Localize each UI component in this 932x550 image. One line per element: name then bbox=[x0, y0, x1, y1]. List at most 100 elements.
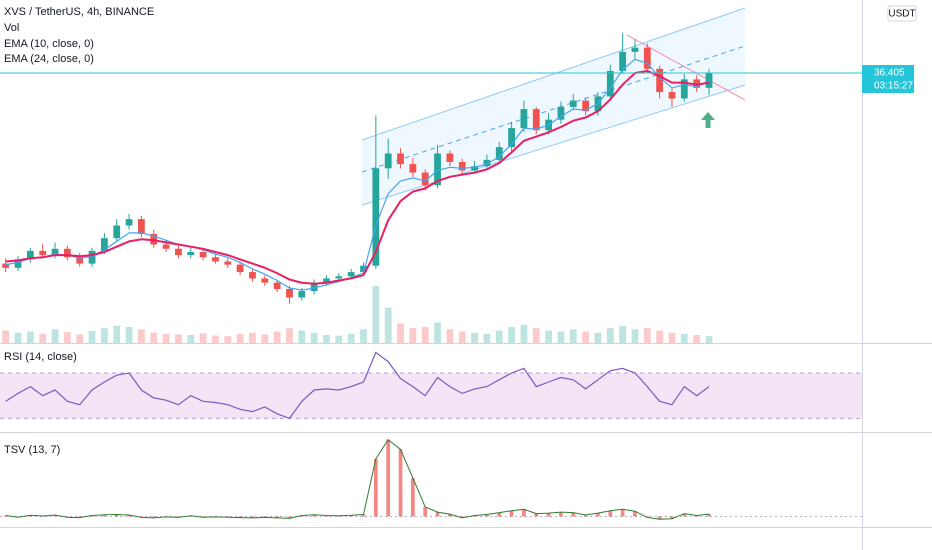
candle-body bbox=[421, 172, 429, 186]
tsv-bar bbox=[77, 516, 82, 518]
tsv-bar bbox=[509, 510, 514, 517]
volume-bar bbox=[76, 334, 84, 343]
volume-bar bbox=[705, 336, 713, 343]
ema-line bbox=[5, 69, 710, 285]
volume-bar bbox=[138, 329, 145, 343]
tsv-bar bbox=[127, 515, 131, 517]
tsv-bar bbox=[657, 516, 662, 520]
volume-bar bbox=[150, 332, 158, 343]
tsv-bar bbox=[398, 449, 403, 517]
chart-title: XVS / TetherUS, 4h, BINANCE bbox=[4, 6, 154, 18]
currency-label[interactable]: USDT bbox=[888, 9, 915, 20]
candle-body bbox=[446, 153, 454, 162]
candle-body bbox=[26, 250, 34, 260]
volume-bar bbox=[335, 335, 343, 343]
candle-body bbox=[76, 257, 84, 264]
volume-bar bbox=[298, 330, 306, 343]
tsv-bar bbox=[707, 514, 711, 517]
volume-bar bbox=[249, 332, 256, 343]
candle-body bbox=[606, 70, 614, 97]
candle-body bbox=[508, 128, 515, 148]
volume-bar bbox=[360, 329, 367, 343]
volume-bar bbox=[187, 335, 195, 343]
candle-body bbox=[286, 289, 293, 298]
volume-bar bbox=[26, 331, 34, 343]
candle-body bbox=[483, 159, 491, 167]
candle-body bbox=[199, 251, 207, 258]
candle-body bbox=[310, 282, 318, 292]
tsv-bar bbox=[485, 514, 489, 517]
candle-body bbox=[397, 153, 404, 165]
volume-bar bbox=[286, 328, 293, 343]
candle-body bbox=[224, 261, 232, 265]
candle-body bbox=[249, 272, 256, 279]
volume-bar bbox=[643, 328, 651, 343]
tsv-bar bbox=[53, 515, 57, 517]
candle-body bbox=[705, 73, 713, 88]
volume-bar bbox=[409, 328, 417, 343]
tsv-bar bbox=[250, 516, 255, 518]
candle-body bbox=[187, 251, 195, 256]
legend-entry: Vol bbox=[4, 22, 19, 34]
candle-body bbox=[335, 276, 343, 279]
volume-bar bbox=[236, 333, 244, 343]
candle-body bbox=[113, 225, 121, 239]
volume-bar bbox=[680, 333, 688, 343]
tsv-bar bbox=[386, 439, 391, 517]
candle-body bbox=[100, 238, 108, 251]
pane-title: RSI (14, close) bbox=[4, 351, 77, 363]
candle-body bbox=[582, 100, 590, 112]
currency-box[interactable] bbox=[887, 5, 917, 22]
candle-body bbox=[125, 219, 133, 226]
countdown-label: 03:15:27 bbox=[874, 81, 913, 92]
candle-body bbox=[495, 147, 503, 160]
tsv-bar bbox=[373, 458, 378, 517]
volume-bar bbox=[224, 336, 232, 343]
volume-bar bbox=[323, 335, 330, 343]
volume-bar bbox=[162, 333, 170, 343]
candle-body bbox=[532, 109, 540, 131]
legend-entry: EMA (10, close, 0) bbox=[4, 38, 94, 50]
candle-body bbox=[347, 272, 355, 277]
last-price-box bbox=[862, 64, 914, 93]
tsv-bar bbox=[620, 509, 625, 517]
volume-bar bbox=[582, 331, 590, 343]
candle-body bbox=[471, 166, 478, 171]
candle-body bbox=[360, 265, 367, 273]
volume-bar bbox=[125, 327, 133, 343]
tsv-bar bbox=[448, 514, 452, 517]
candle-body bbox=[175, 248, 182, 256]
candle-body bbox=[150, 233, 158, 245]
candle-body bbox=[668, 92, 676, 99]
candle-body bbox=[569, 100, 577, 107]
tsv-bar bbox=[546, 513, 551, 517]
volume-bar bbox=[668, 332, 676, 343]
volume-bar bbox=[175, 334, 182, 343]
tsv-bar bbox=[534, 513, 539, 517]
volume-bar bbox=[113, 325, 121, 343]
volume-bar bbox=[347, 333, 355, 343]
candle-body bbox=[619, 51, 627, 71]
volume-bar bbox=[693, 335, 701, 343]
tsv-bar bbox=[571, 512, 576, 517]
tsv-bar bbox=[275, 516, 279, 518]
volume-bar bbox=[2, 330, 10, 343]
volume-bar bbox=[545, 330, 552, 343]
tsv-bar bbox=[102, 514, 107, 517]
tsv-bar bbox=[497, 512, 502, 517]
plot bbox=[0, 32, 862, 520]
candle-body bbox=[212, 257, 219, 262]
candle-body bbox=[323, 278, 330, 283]
volume-bar bbox=[310, 332, 318, 343]
candle-body bbox=[680, 79, 688, 99]
candle-body bbox=[39, 250, 47, 256]
volume-bar bbox=[520, 324, 528, 343]
candle-body bbox=[409, 164, 417, 173]
candle-body bbox=[51, 248, 59, 256]
volume-bar bbox=[458, 331, 466, 343]
tsv-bar bbox=[682, 513, 687, 517]
volume-bar bbox=[14, 332, 22, 343]
volume-bar bbox=[63, 332, 71, 343]
tsv-bar bbox=[435, 512, 440, 517]
